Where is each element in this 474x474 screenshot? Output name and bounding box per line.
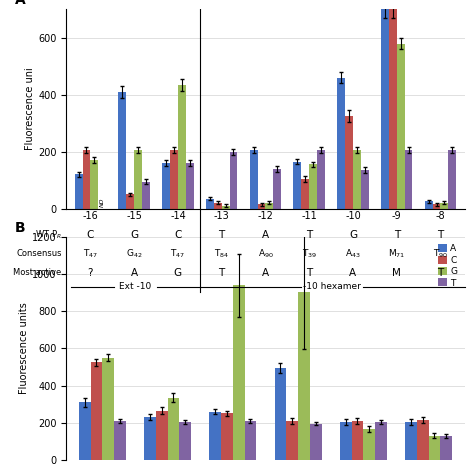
Text: A: A [262, 267, 269, 278]
Bar [102, 358, 114, 460]
Bar [310, 424, 321, 460]
Bar [265, 203, 273, 209]
Text: M$_{71}$: M$_{71}$ [388, 247, 405, 260]
Bar [82, 150, 91, 209]
Bar [79, 402, 91, 460]
Bar [375, 422, 387, 460]
Bar [448, 150, 456, 209]
Bar [301, 179, 309, 209]
Bar [233, 285, 245, 460]
Bar [361, 170, 369, 209]
Bar [309, 164, 317, 209]
Bar [417, 420, 428, 460]
Bar [250, 150, 257, 209]
Bar [142, 182, 150, 209]
Bar [170, 150, 178, 209]
Bar [340, 422, 352, 460]
Bar [428, 436, 440, 460]
Text: A: A [15, 0, 25, 8]
Bar [144, 417, 156, 460]
Text: -10 hexamer: -10 hexamer [303, 283, 361, 291]
Bar [405, 150, 412, 209]
Text: C: C [174, 229, 182, 240]
Bar [425, 201, 433, 209]
Text: G$_{42}$: G$_{42}$ [126, 247, 142, 260]
Bar [91, 160, 98, 209]
Text: T$_{90}$: T$_{90}$ [433, 247, 448, 260]
Bar [229, 152, 237, 209]
Bar [352, 421, 364, 460]
Bar [353, 150, 361, 209]
Bar [433, 204, 440, 209]
Bar [293, 162, 301, 209]
Text: T: T [306, 229, 312, 240]
Bar [162, 163, 170, 209]
Text: T$_{47}$: T$_{47}$ [83, 247, 98, 260]
Bar [274, 368, 286, 460]
Text: Ext -10: Ext -10 [119, 283, 151, 291]
Bar [245, 421, 256, 460]
Text: A$_{43}$: A$_{43}$ [345, 247, 361, 260]
Bar [221, 413, 233, 460]
Bar [167, 398, 179, 460]
Bar [337, 78, 345, 209]
Bar [440, 203, 448, 209]
Text: T: T [306, 267, 312, 278]
Text: T: T [393, 229, 400, 240]
Bar [317, 150, 325, 209]
Bar [75, 174, 82, 209]
Text: T: T [219, 229, 225, 240]
Bar [381, 9, 389, 209]
Text: Most active: Most active [13, 268, 62, 277]
Bar [134, 150, 142, 209]
Text: Consensus: Consensus [16, 249, 62, 258]
Text: T: T [219, 267, 225, 278]
Text: ?: ? [88, 267, 93, 278]
Text: C: C [87, 229, 94, 240]
Bar [298, 292, 310, 460]
Text: T$_{84}$: T$_{84}$ [214, 247, 229, 260]
Text: A: A [131, 267, 138, 278]
Text: ND: ND [100, 198, 105, 207]
Text: T: T [438, 229, 444, 240]
Text: A: A [349, 267, 356, 278]
Bar [257, 204, 265, 209]
Bar [179, 422, 191, 460]
Bar [126, 194, 134, 209]
Bar [186, 163, 194, 209]
Text: G: G [349, 229, 357, 240]
Text: G: G [130, 229, 138, 240]
Bar [206, 199, 214, 209]
Bar [156, 410, 167, 460]
Text: T: T [438, 267, 444, 278]
Bar [389, 9, 397, 209]
Bar [114, 421, 126, 460]
Text: M: M [392, 267, 401, 278]
Text: WT P$_R$: WT P$_R$ [35, 228, 62, 241]
Bar [345, 116, 353, 209]
Bar [440, 436, 452, 460]
Text: A$_{90}$: A$_{90}$ [257, 247, 273, 260]
Text: A: A [262, 229, 269, 240]
Legend: A, C, G, T: A, C, G, T [435, 242, 460, 290]
Bar [405, 422, 417, 460]
Text: T$_{47}$: T$_{47}$ [170, 247, 185, 260]
Bar [222, 206, 229, 209]
Text: T$_{39}$: T$_{39}$ [301, 247, 317, 260]
Text: B: B [15, 221, 25, 235]
Y-axis label: Fluorescence units: Fluorescence units [19, 302, 29, 394]
Bar [210, 411, 221, 460]
Bar [286, 421, 298, 460]
Bar [91, 362, 102, 460]
Y-axis label: Fluorescence uni: Fluorescence uni [26, 68, 36, 150]
Bar [214, 203, 222, 209]
Bar [178, 85, 186, 209]
Bar [364, 429, 375, 460]
Bar [397, 44, 405, 209]
Bar [118, 92, 126, 209]
Bar [273, 169, 281, 209]
Text: G: G [174, 267, 182, 278]
